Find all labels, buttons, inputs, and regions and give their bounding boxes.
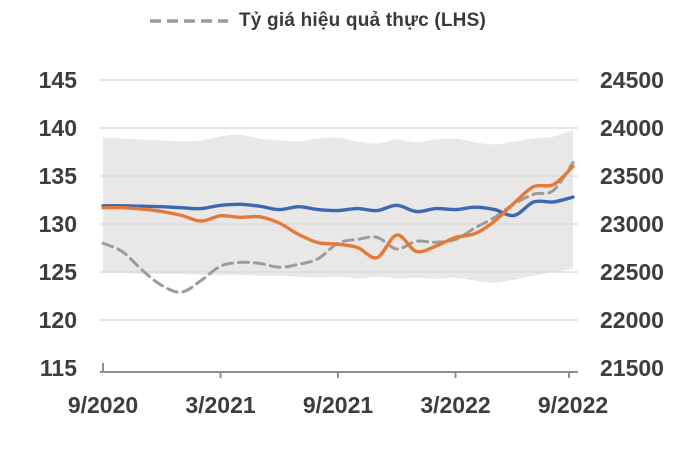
chart-legend: Tỷ giá hiệu quả thực (LHS) [148,10,486,32]
left-axis-tick-label: 140 [39,115,77,141]
right-axis-tick-label: 22000 [600,307,664,333]
right-axis-tick-label: 24000 [600,115,664,141]
x-axis-tick-label: 9/2021 [303,392,374,418]
x-axis-tick-label: 3/2021 [185,392,256,418]
left-axis-tick-label: 130 [39,211,77,237]
x-axis-tick-label: 9/2020 [68,392,138,418]
left-axis-tick-label: 120 [39,307,77,333]
left-axis-tick-label: 115 [40,355,77,381]
left-axis-tick-label: 145 [39,67,78,93]
series-orange-line [101,164,575,260]
series-blue-line [101,195,575,218]
shaded-range-band [103,129,573,283]
legend-label: Tỷ giá hiệu quả thực (LHS) [239,10,486,31]
right-axis-tick-label: 24500 [600,67,664,93]
right-axis-tick-label: 21500 [600,355,664,381]
left-axis-tick-label: 135 [39,163,78,189]
right-axis-tick-label: 23500 [600,163,664,189]
x-axis-line [100,363,578,373]
x-axis-tick-label: 3/2022 [420,392,490,418]
left-axis-tick-label: 125 [39,259,78,285]
right-axis-tick-label: 23000 [600,211,664,237]
x-axis-tick-label: 9/2022 [538,392,608,418]
legend-dashed-line-icon [150,19,228,23]
right-axis-tick-label: 22500 [600,259,664,285]
